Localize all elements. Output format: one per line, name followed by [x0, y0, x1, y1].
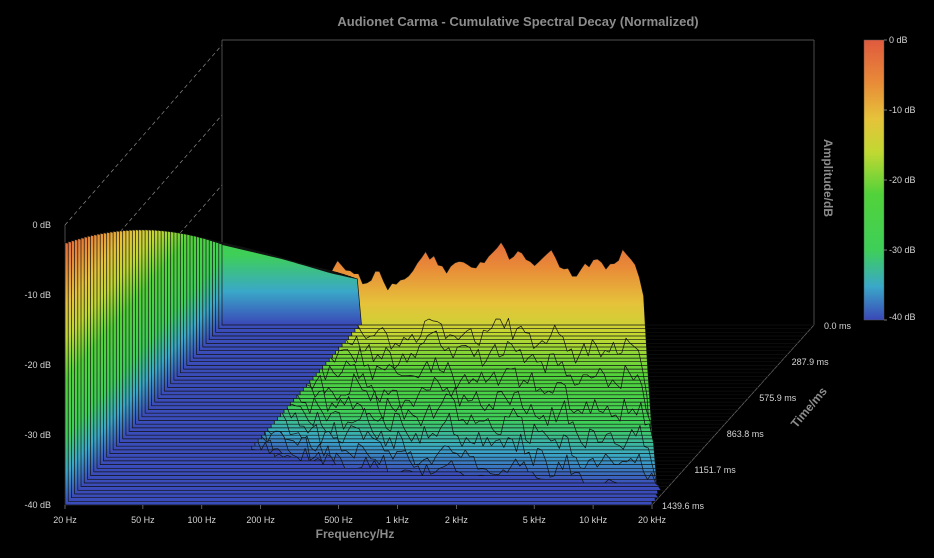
z-axis-label: Time/ms	[788, 384, 830, 430]
x-tick-label: 50 Hz	[131, 515, 155, 525]
z-tick-label: 287.9 ms	[792, 357, 830, 367]
x-tick-label: 20 Hz	[53, 515, 77, 525]
y-axis-label: Amplitude/dB	[821, 139, 835, 217]
decay-slices	[64, 229, 815, 506]
y-tick-label: -30 dB	[24, 430, 51, 440]
x-tick-label: 2 kHz	[445, 515, 469, 525]
colorbar-tick-label: -20 dB	[889, 175, 916, 185]
z-axis-ticks: 0.0 ms 287.9 ms 575.9 ms 863.8 ms 1151.7 ms 1…	[662, 321, 852, 511]
colorbar-tick-label: -10 dB	[889, 105, 916, 115]
y-tick-label: -40 dB	[24, 500, 51, 510]
x-tick-label: 200 Hz	[246, 515, 275, 525]
colorbar	[863, 39, 885, 321]
x-axis-ticks: 20 Hz 50 Hz 100 Hz 200 Hz 500 Hz 1 kHz 2 kHz 5 …	[53, 505, 667, 525]
decay-slice	[221, 244, 815, 326]
z-tick-label: 863.8 ms	[727, 429, 765, 439]
y-tick-label: -10 dB	[24, 290, 51, 300]
colorbar-tick-label: -40 dB	[889, 312, 916, 322]
y-tick-label: -20 dB	[24, 360, 51, 370]
y-axis-ticks: 0 dB -10 dB -20 dB -30 dB -40 dB	[24, 220, 51, 510]
x-tick-label: 500 Hz	[324, 515, 353, 525]
x-axis-label: Frequency/Hz	[316, 527, 395, 541]
x-tick-label: 20 kHz	[638, 515, 667, 525]
z-tick-label: 1439.6 ms	[662, 501, 705, 511]
colorbar-tick-label: -30 dB	[889, 245, 916, 255]
z-tick-label: 1151.7 ms	[694, 465, 736, 475]
colorbar-ticks: 0 dB -10 dB -20 dB -30 dB -40 dB	[884, 35, 916, 322]
chart-title: Audionet Carma - Cumulative Spectral Dec…	[337, 14, 698, 29]
y-tick-label: 0 dB	[32, 220, 51, 230]
x-tick-label: 10 kHz	[579, 515, 608, 525]
x-tick-label: 5 kHz	[523, 515, 547, 525]
colorbar-tick-label: 0 dB	[889, 35, 908, 45]
x-tick-label: 1 kHz	[386, 515, 410, 525]
x-tick-label: 100 Hz	[187, 515, 216, 525]
z-tick-label: 575.9 ms	[759, 393, 797, 403]
z-tick-label: 0.0 ms	[824, 321, 852, 331]
